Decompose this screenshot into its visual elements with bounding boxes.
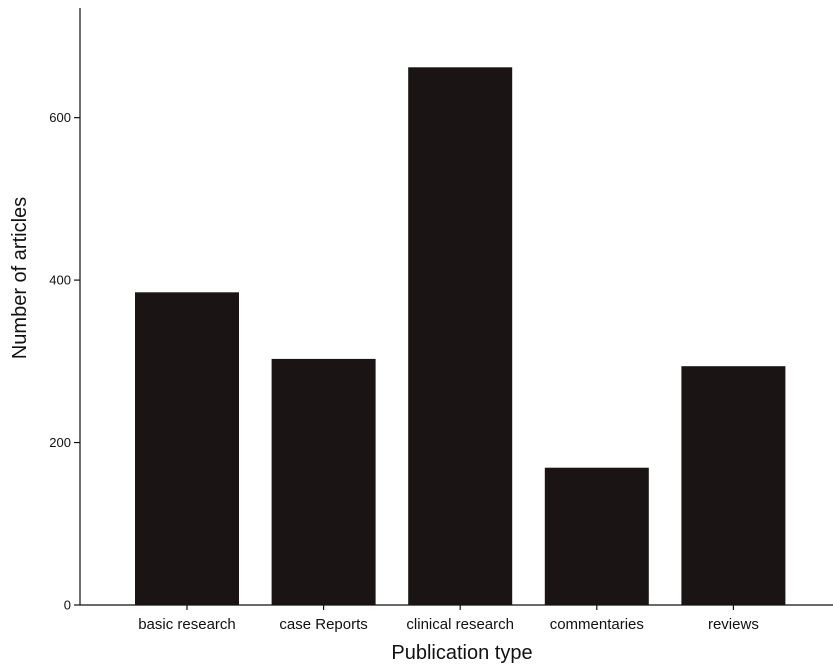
- x-axis-title: Publication type: [391, 642, 532, 664]
- x-tick-label: basic research: [138, 616, 236, 633]
- x-axis: basic research case Reports clinical resea…: [80, 604, 833, 633]
- y-axis: 0 200 400 600: [49, 8, 81, 613]
- bar-clinical-research: [408, 67, 513, 606]
- y-tick-label: 600: [49, 110, 71, 125]
- x-tick-label: clinical research: [406, 616, 514, 633]
- x-tick-label: commentaries: [550, 616, 644, 633]
- bar-reviews: [681, 366, 786, 605]
- bar-case-reports: [271, 358, 376, 605]
- bar-basic-research: [135, 292, 239, 605]
- bar-commentaries: [544, 467, 649, 605]
- y-axis-title: Number of articles: [9, 197, 31, 359]
- y-tick-label: 400: [49, 273, 71, 288]
- y-tick-label: 200: [49, 435, 71, 450]
- x-tick-label: case Reports: [279, 616, 367, 633]
- x-tick-label: reviews: [708, 616, 759, 633]
- y-tick-label: 0: [64, 598, 71, 613]
- bars-group: [135, 67, 786, 606]
